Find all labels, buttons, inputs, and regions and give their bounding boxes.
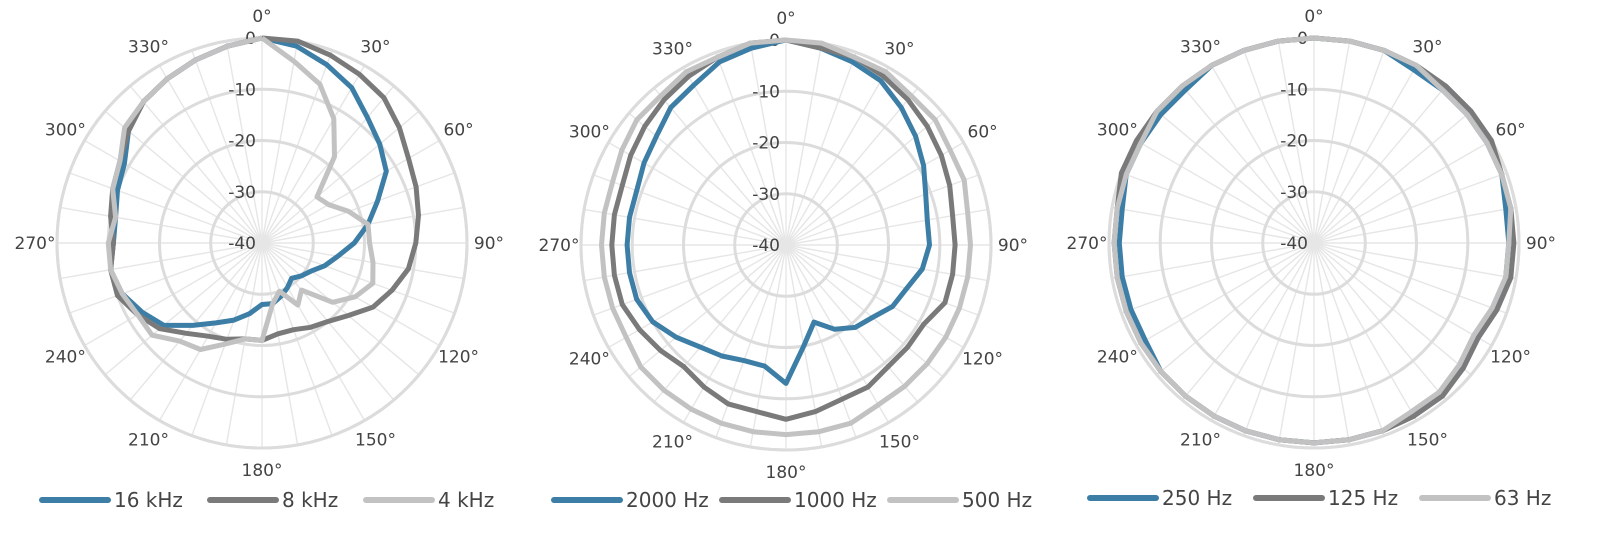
series-line-63-hz: [1111, 35, 1514, 446]
angle-label: 210°: [1180, 431, 1221, 451]
radial-tick-label: -10: [752, 82, 780, 102]
radial-tick-label: -20: [752, 134, 780, 154]
radial-tick-label: -20: [228, 132, 256, 152]
angle-label: 0°: [776, 9, 795, 29]
angle-label: 240°: [569, 350, 610, 370]
angle-label: 270°: [1067, 234, 1108, 254]
angle-label: 60°: [444, 121, 474, 141]
radial-tick-label: -30: [228, 183, 256, 203]
angle-label: 300°: [1097, 121, 1138, 141]
radial-tick-label: -30: [1280, 183, 1308, 203]
series-line-2000-hz: [624, 37, 932, 386]
radial-tick-label: -20: [1280, 132, 1308, 152]
angle-label: 120°: [1490, 348, 1531, 368]
legend-label: 8 kHz: [282, 488, 338, 512]
series-line-1000-hz: [609, 37, 958, 422]
angle-label: 330°: [128, 37, 169, 57]
angle-label: 90°: [998, 236, 1028, 256]
angle-label: 30°: [884, 39, 914, 59]
radial-tick-label: -40: [752, 236, 780, 256]
legend: 16 kHz 8 kHz 4 kHz: [39, 488, 494, 512]
radial-tick-label: -30: [752, 185, 780, 205]
legend-label: 500 Hz: [962, 488, 1032, 512]
radial-tick-label: -10: [228, 80, 256, 100]
angle-label: 240°: [45, 348, 86, 368]
grid-ring: [158, 139, 366, 347]
legend: 250 Hz 125 Hz 63 Hz: [1087, 486, 1551, 510]
grid-ring: [733, 192, 839, 298]
angle-label: 270°: [15, 234, 56, 254]
angle-label: 30°: [360, 37, 390, 57]
radial-tick-label: -40: [228, 234, 256, 254]
radial-tick-label: -40: [1280, 234, 1308, 254]
angle-label: 270°: [539, 236, 580, 256]
legend-label: 250 Hz: [1162, 486, 1232, 510]
legend-label: 16 kHz: [114, 488, 183, 512]
angle-label: 330°: [652, 39, 693, 59]
angle-label: 240°: [1097, 348, 1138, 368]
series-line-4-khz: [105, 35, 376, 352]
legend-label: 4 kHz: [438, 488, 494, 512]
legend-label: 2000 Hz: [626, 488, 709, 512]
angle-label: 300°: [569, 123, 610, 143]
angle-label: 210°: [128, 431, 169, 451]
angle-label: 0°: [252, 7, 271, 27]
angle-label: 180°: [766, 463, 807, 483]
angle-label: 120°: [962, 350, 1003, 370]
grid-ring: [1261, 190, 1367, 296]
angle-label: 330°: [1180, 37, 1221, 57]
angle-label: 150°: [355, 431, 396, 451]
angle-label: 60°: [968, 123, 998, 143]
angle-label: 90°: [1526, 234, 1556, 254]
legend-label: 63 Hz: [1494, 486, 1551, 510]
grid-ring: [209, 190, 315, 296]
angle-label: 30°: [1412, 37, 1442, 57]
grid-ring: [682, 141, 890, 349]
polar-chart-1: 0-10-20-30-400°30°60°90°120°150°180°210°…: [15, 7, 505, 512]
polar-chart-3: 0-10-20-30-400°30°60°90°120°150°180°210°…: [1067, 7, 1557, 510]
angle-label: 90°: [474, 234, 504, 254]
angle-label: 300°: [45, 121, 86, 141]
polar-chart-2: 0-10-20-30-400°30°60°90°120°150°180°210°…: [539, 9, 1033, 512]
series-line-16-khz: [108, 35, 389, 328]
series-line-500-hz: [599, 37, 973, 438]
grid-ring: [1210, 139, 1418, 347]
angle-label: 180°: [242, 461, 283, 481]
angle-label: 60°: [1496, 121, 1526, 141]
legend-label: 1000 Hz: [794, 488, 877, 512]
grid-ring: [1158, 87, 1470, 399]
angle-label: 150°: [1407, 431, 1448, 451]
angle-label: 210°: [652, 433, 693, 453]
angle-label: 0°: [1304, 7, 1323, 27]
grid-ring: [630, 89, 942, 401]
angle-label: 150°: [879, 433, 920, 453]
radial-tick-label: -10: [1280, 80, 1308, 100]
legend-label: 125 Hz: [1328, 486, 1398, 510]
legend: 2000 Hz 1000 Hz 500 Hz: [551, 488, 1032, 512]
angle-label: 180°: [1294, 461, 1335, 481]
angle-label: 120°: [438, 348, 479, 368]
